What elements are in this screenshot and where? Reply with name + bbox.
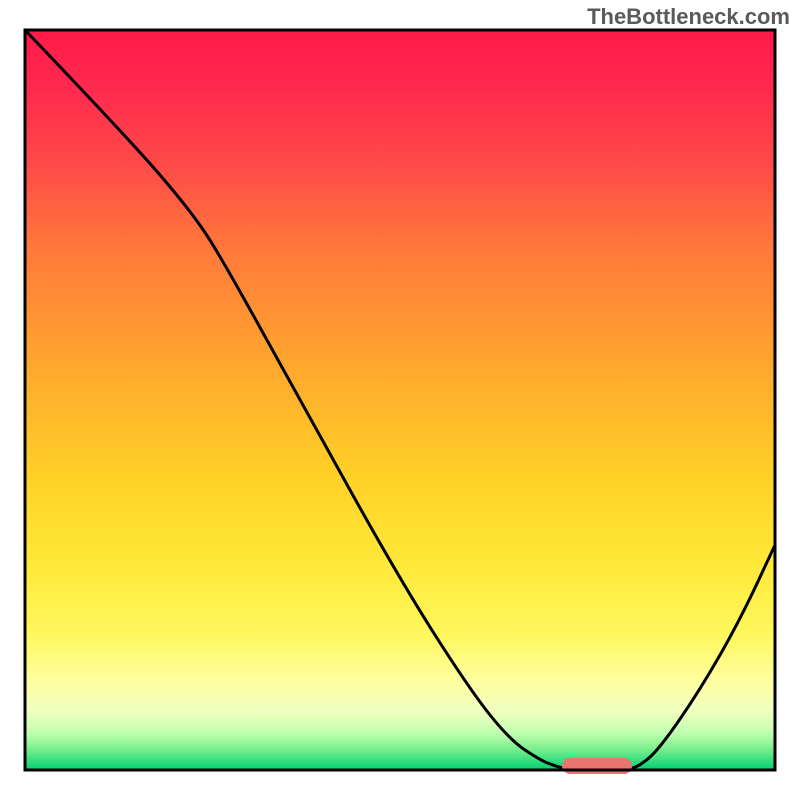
chart-container xyxy=(0,0,800,800)
optimal-marker xyxy=(562,758,632,774)
watermark-text: TheBottleneck.com xyxy=(587,4,790,30)
plot-background xyxy=(25,30,775,770)
bottleneck-curve-chart xyxy=(0,0,800,800)
